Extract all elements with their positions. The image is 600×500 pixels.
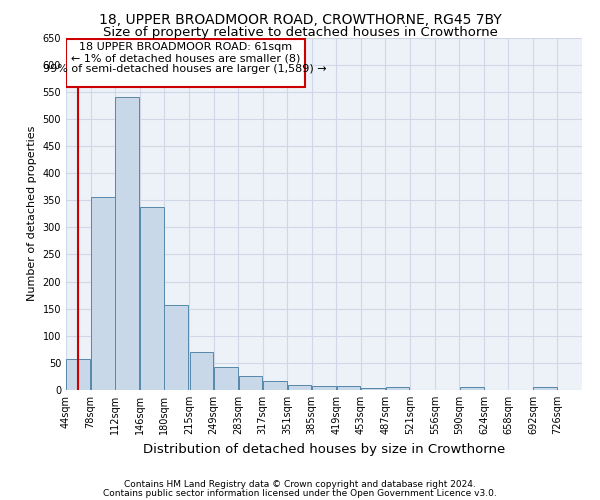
Bar	[214, 367, 238, 390]
Text: Size of property relative to detached houses in Crowthorne: Size of property relative to detached ho…	[103, 26, 497, 39]
Bar	[386, 388, 409, 390]
Bar	[239, 376, 262, 390]
Bar	[263, 382, 287, 390]
Text: 18, UPPER BROADMOOR ROAD, CROWTHORNE, RG45 7BY: 18, UPPER BROADMOOR ROAD, CROWTHORNE, RG…	[98, 12, 502, 26]
Bar	[287, 384, 311, 390]
Bar	[460, 388, 484, 390]
Bar	[66, 358, 90, 390]
Bar	[337, 386, 361, 390]
Bar	[533, 388, 557, 390]
Text: 99% of semi-detached houses are larger (1,589) →: 99% of semi-detached houses are larger (…	[43, 64, 327, 74]
Bar	[140, 206, 164, 390]
Text: Contains HM Land Registry data © Crown copyright and database right 2024.: Contains HM Land Registry data © Crown c…	[124, 480, 476, 489]
X-axis label: Distribution of detached houses by size in Crowthorne: Distribution of detached houses by size …	[143, 442, 505, 456]
FancyBboxPatch shape	[66, 38, 305, 88]
Bar	[115, 97, 139, 390]
Y-axis label: Number of detached properties: Number of detached properties	[27, 126, 37, 302]
Bar	[312, 386, 336, 390]
Bar	[190, 352, 214, 390]
Text: Contains public sector information licensed under the Open Government Licence v3: Contains public sector information licen…	[103, 489, 497, 498]
Text: ← 1% of detached houses are smaller (8): ← 1% of detached houses are smaller (8)	[71, 53, 300, 63]
Bar	[164, 305, 188, 390]
Bar	[91, 198, 115, 390]
Text: 18 UPPER BROADMOOR ROAD: 61sqm: 18 UPPER BROADMOOR ROAD: 61sqm	[79, 42, 292, 52]
Bar	[361, 388, 385, 390]
